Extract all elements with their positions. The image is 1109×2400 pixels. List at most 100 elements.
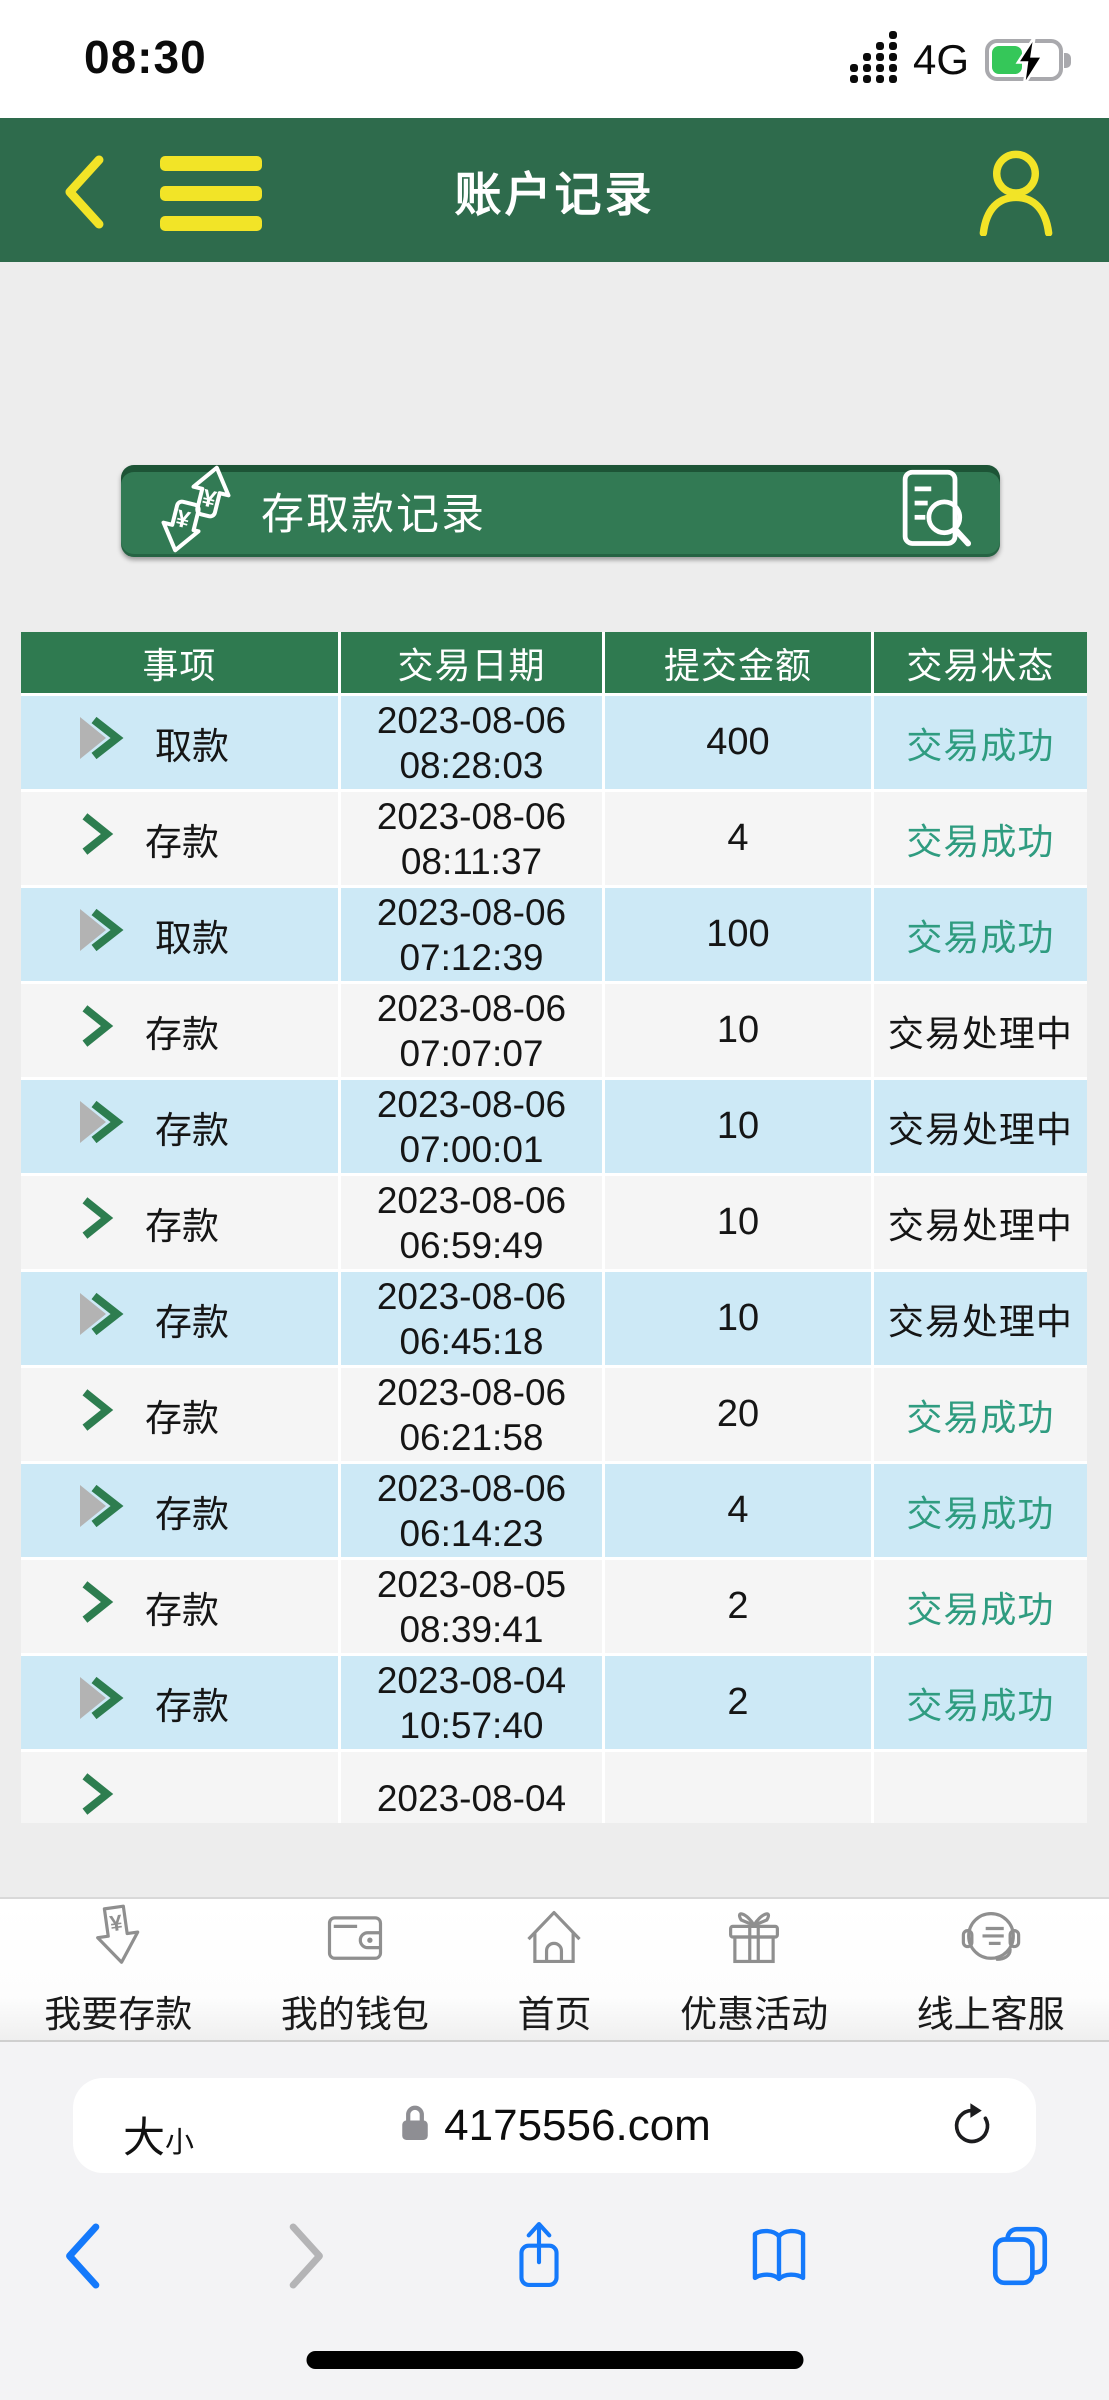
record-date-cell: 2023-08-06 08:11:37: [340, 792, 606, 885]
chevron-right-icon: [77, 1197, 115, 1248]
svg-text:¥: ¥: [108, 1910, 124, 1937]
nav-item-support[interactable]: 线上客服: [917, 1901, 1065, 2038]
double-arrow-icon: [77, 1484, 125, 1537]
table-row[interactable]: 存款 2023-08-06 06:59:49 10 交易处理中: [21, 1176, 1087, 1272]
record-item-label: 存款: [145, 1013, 219, 1055]
chevron-right-icon: [77, 1773, 115, 1823]
records-table: 事项 交易日期 提交金额 交易状态 取款 2023-08-06 08:28:03 40…: [21, 632, 1087, 1823]
table-row[interactable]: 存款 2023-08-06 06:45:18 10 交易处理中: [21, 1272, 1087, 1368]
record-search-icon[interactable]: [898, 468, 974, 555]
nav-label: 优惠活动: [680, 1994, 829, 2035]
record-item-label: 存款: [145, 821, 219, 863]
record-date-cell: 2023-08-06 07:07:07: [340, 984, 606, 1077]
chevron-right-icon: [77, 813, 115, 864]
table-row[interactable]: 存款 2023-08-06 06:14:23 4 交易成功: [21, 1464, 1087, 1560]
column-header-amount: 提交金额: [605, 632, 874, 693]
back-chevron-icon[interactable]: [58, 154, 108, 235]
tabs-icon[interactable]: [987, 2223, 1053, 2294]
record-date-cell: 2023-08-04: [340, 1752, 606, 1823]
record-item-label: 存款: [145, 1589, 219, 1631]
records-table-body: 取款 2023-08-06 08:28:03 400 交易成功 存款 2023-08-06 0…: [21, 696, 1087, 1823]
nav-item-wallet[interactable]: 我的钱包: [281, 1901, 429, 2038]
table-row[interactable]: 2023-08-04: [21, 1752, 1087, 1823]
nav-label: 线上客服: [916, 1994, 1065, 2035]
table-row[interactable]: 存款 2023-08-06 06:21:58 20 交易成功: [21, 1368, 1087, 1464]
network-type-label: 4G: [912, 36, 969, 83]
record-item-cell: [21, 1752, 341, 1823]
table-row[interactable]: 取款 2023-08-06 08:28:03 400 交易成功: [21, 696, 1087, 792]
browser-forward-icon[interactable]: [281, 2220, 333, 2297]
record-amount-cell: 2: [605, 1560, 874, 1653]
table-row[interactable]: 存款 2023-08-06 07:07:07 10 交易处理中: [21, 984, 1087, 1080]
double-arrow-icon: [77, 1292, 125, 1345]
record-amount-cell: 100: [605, 888, 874, 981]
table-header-row: 事项 交易日期 提交金额 交易状态: [21, 632, 1087, 696]
table-row[interactable]: 存款 2023-08-04 10:57:40 2 交易成功: [21, 1656, 1087, 1752]
record-date-cell: 2023-08-04 10:57:40: [340, 1656, 606, 1749]
record-banner-title: 存取款记录: [261, 491, 486, 539]
column-header-status: 交易状态: [906, 644, 1055, 686]
deposit-withdraw-record-banner[interactable]: ¥ ¥ 存取款记录: [121, 465, 1000, 557]
record-item-label: 取款: [155, 917, 229, 959]
share-icon[interactable]: [506, 2217, 572, 2300]
nav-item-deposit[interactable]: ¥ 我要存款: [44, 1901, 192, 2038]
page-content: ¥ ¥ 存取款记录: [0, 262, 1109, 1897]
record-status-cell: 交易成功: [873, 696, 1087, 789]
record-item-cell: 取款: [21, 888, 341, 981]
deposit-arrow-icon: ¥: [84, 1901, 152, 1978]
reload-icon[interactable]: [946, 2100, 998, 2157]
status-icons: 4G: [849, 31, 1077, 87]
chevron-right-icon: [77, 1005, 115, 1056]
battery-charging-icon: [985, 35, 1077, 87]
status-time: 08:30: [84, 31, 207, 83]
bookmarks-icon[interactable]: [744, 2221, 814, 2296]
nav-item-promotions[interactable]: 优惠活动: [680, 1901, 828, 2038]
nav-label: 我要存款: [44, 1994, 193, 2035]
record-item-label: 存款: [155, 1301, 229, 1343]
user-profile-icon[interactable]: [977, 144, 1055, 241]
menu-icon[interactable]: [160, 156, 262, 231]
browser-chrome: 大 小 4175556.com: [0, 2042, 1109, 2400]
record-amount-cell: 2: [605, 1656, 874, 1749]
record-amount-cell: [605, 1752, 874, 1823]
record-status-cell: 交易成功: [873, 888, 1087, 981]
record-date-cell: 2023-08-06 06:14:23: [340, 1464, 606, 1557]
record-date-cell: 2023-08-06 07:00:01: [340, 1080, 606, 1173]
column-header-item: 事项: [21, 632, 341, 693]
nav-label: 我的钱包: [280, 1994, 429, 2035]
column-header-date: 交易日期: [341, 632, 606, 693]
double-arrow-icon: [77, 1100, 125, 1153]
record-item-label: 存款: [155, 1493, 229, 1535]
record-status-cell: 交易处理中: [873, 1176, 1087, 1269]
browser-toolbar: [0, 2216, 1109, 2300]
record-amount-cell: 4: [605, 1464, 874, 1557]
record-item-cell: 存款: [21, 1272, 341, 1365]
table-row[interactable]: 存款 2023-08-06 07:00:01 10 交易处理中: [21, 1080, 1087, 1176]
nav-item-home[interactable]: 首页: [517, 1901, 591, 2038]
page-title: 账户记录: [454, 167, 655, 221]
record-item-cell: 取款: [21, 696, 341, 789]
app-header: 账户记录: [0, 118, 1109, 262]
record-status-cell: 交易成功: [873, 1464, 1087, 1557]
table-row[interactable]: 存款 2023-08-05 08:39:41 2 交易成功: [21, 1560, 1087, 1656]
chevron-right-icon: [77, 1389, 115, 1440]
url-text: 4175556.com: [444, 2100, 711, 2150]
address-bar[interactable]: 大 小 4175556.com: [73, 2078, 1036, 2173]
table-row[interactable]: 存款 2023-08-06 08:11:37 4 交易成功: [21, 792, 1087, 888]
double-arrow-icon: [77, 1676, 125, 1729]
record-amount-cell: 10: [605, 1080, 874, 1173]
double-arrow-icon: [77, 716, 125, 769]
record-amount-cell: 4: [605, 792, 874, 885]
home-indicator[interactable]: [306, 2351, 803, 2369]
table-row[interactable]: 取款 2023-08-06 07:12:39 100 交易成功: [21, 888, 1087, 984]
browser-back-icon[interactable]: [56, 2220, 108, 2297]
home-icon: [520, 1901, 588, 1978]
record-amount-cell: 10: [605, 1176, 874, 1269]
record-item-label: 存款: [155, 1685, 229, 1727]
record-date-cell: 2023-08-06 08:28:03: [340, 696, 606, 789]
record-status-cell: 交易处理中: [873, 1080, 1087, 1173]
gift-icon: [720, 1901, 788, 1978]
text-size-button[interactable]: 大 小: [123, 2078, 194, 2173]
cellular-signal-icon: [849, 31, 897, 83]
